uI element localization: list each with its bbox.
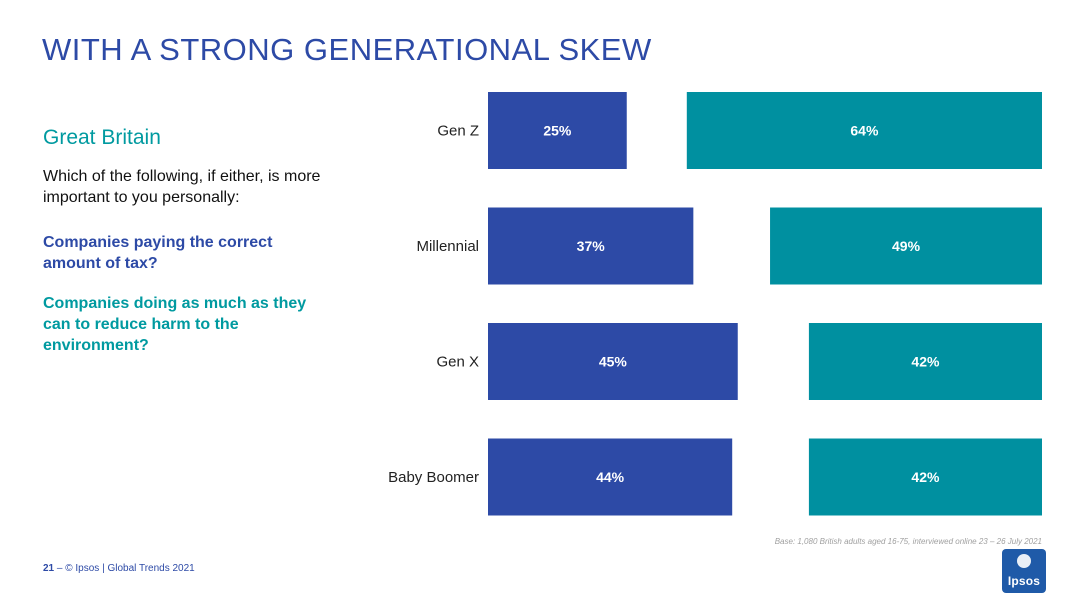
bar-tax-millennial <box>488 207 694 285</box>
footer-text: © Ipsos | Global Trends 2021 <box>65 563 195 574</box>
bar-tax-gen-x <box>488 323 738 400</box>
bar-environment-gen-x <box>808 323 1042 400</box>
data-label-tax-gen-x: 45% <box>599 354 628 370</box>
question-text: Which of the following, if either, is mo… <box>43 168 321 206</box>
ipsos-logo: Ipsos <box>1002 549 1046 593</box>
page-number: 21 <box>43 563 55 574</box>
logo-wordmark: Ipsos <box>1007 574 1041 588</box>
category-label-millennial: Millennial <box>416 238 479 255</box>
category-label-gen-z: Gen Z <box>437 123 479 140</box>
option-tax-text: Companies paying the correct amount of t… <box>43 234 273 272</box>
data-label-environment-millennial: 49% <box>892 238 921 254</box>
option-environment-text: Companies doing as much as they can to r… <box>43 295 307 354</box>
category-label-baby-boomer: Baby Boomer <box>388 469 479 486</box>
footer: 21 – © Ipsos | Global Trends 2021 <box>43 563 195 574</box>
data-label-environment-gen-x: 42% <box>911 354 940 370</box>
data-label-environment-baby-boomer: 42% <box>911 469 940 485</box>
base-note: Base: 1,080 British adults aged 16-75, i… <box>774 537 1042 546</box>
bar-environment-gen-z <box>686 92 1042 169</box>
bar-environment-baby-boomer <box>808 438 1042 516</box>
data-label-tax-millennial: 37% <box>577 238 606 254</box>
category-label-gen-x: Gen X <box>436 354 479 371</box>
data-label-tax-baby-boomer: 44% <box>596 469 625 485</box>
footer-dash: – <box>56 563 63 574</box>
page-title: WITH A STRONG GENERATIONAL SKEW <box>42 32 652 67</box>
bar-tax-baby-boomer <box>488 438 733 516</box>
bar-tax-gen-z <box>488 92 627 169</box>
data-label-tax-gen-z: 25% <box>543 123 572 139</box>
region-label: Great Britain <box>43 126 161 149</box>
data-label-environment-gen-z: 64% <box>850 123 879 139</box>
logo-dot-icon <box>1017 554 1031 568</box>
bar-environment-millennial <box>770 207 1042 285</box>
